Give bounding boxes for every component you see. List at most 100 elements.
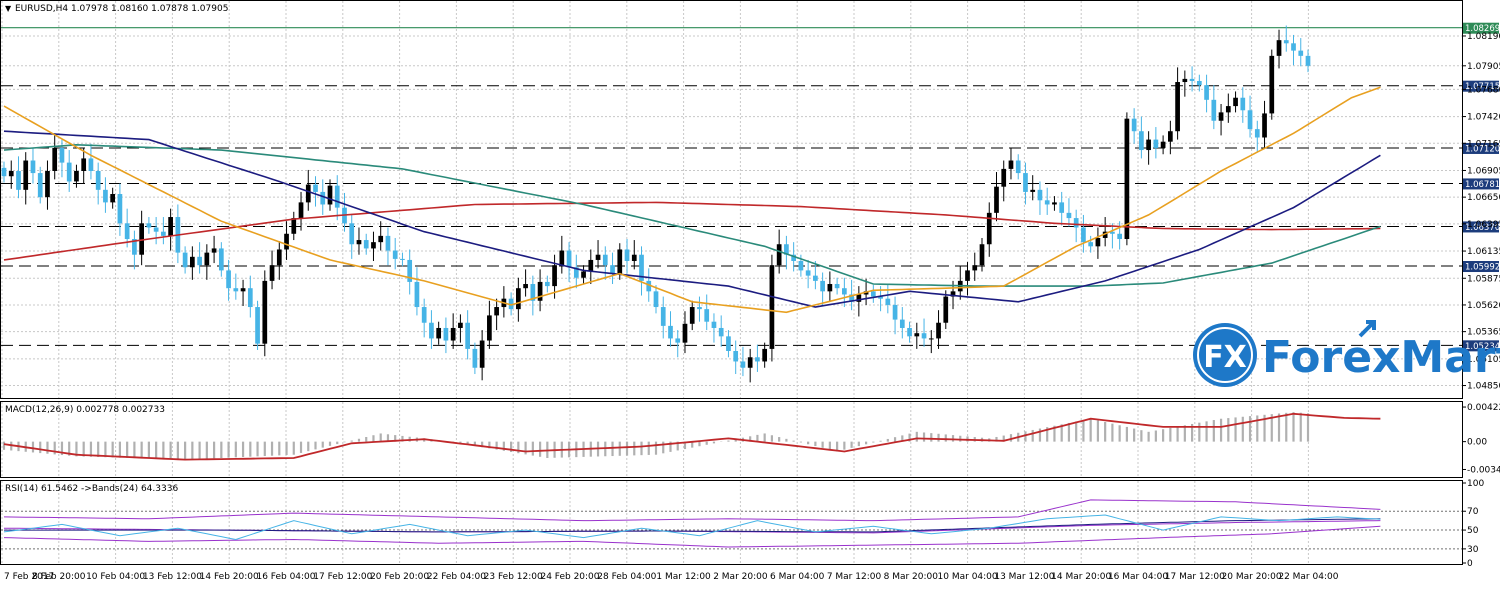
candle-body bbox=[1262, 113, 1267, 138]
candle-body bbox=[371, 242, 376, 249]
candle-body bbox=[320, 191, 326, 205]
candle-body bbox=[1269, 55, 1275, 114]
candle-body bbox=[813, 275, 818, 281]
candle-body bbox=[762, 348, 768, 362]
candle-body bbox=[110, 194, 116, 203]
candle-body bbox=[733, 350, 739, 362]
candle-body bbox=[849, 294, 854, 302]
level-label-box bbox=[1463, 340, 1499, 352]
x-tick-label: 14 Feb 20:00 bbox=[200, 572, 259, 582]
price-tick-label: 1.06135 bbox=[1467, 247, 1500, 257]
candle-body bbox=[566, 250, 572, 268]
rsi-upper-band bbox=[3, 499, 1381, 522]
candle-body bbox=[226, 270, 231, 289]
level-label: 1.07715 bbox=[1465, 82, 1500, 92]
x-tick-label: 28 Feb 04:00 bbox=[597, 572, 656, 582]
candle-body bbox=[950, 291, 956, 297]
candle-body bbox=[1015, 160, 1021, 174]
candle-body bbox=[660, 307, 666, 326]
candle-body bbox=[1153, 139, 1159, 148]
candle-body bbox=[769, 265, 775, 349]
candle-body bbox=[139, 223, 144, 255]
candle-body bbox=[870, 291, 876, 297]
candle-body bbox=[682, 323, 688, 343]
x-tick-label: 10 Feb 04:00 bbox=[86, 572, 145, 582]
price-tick-label: 1.06395 bbox=[1467, 220, 1500, 230]
sma-orange-line bbox=[3, 86, 1381, 314]
level-label-box bbox=[1463, 80, 1499, 92]
candle-body bbox=[972, 265, 978, 271]
candle-body bbox=[392, 250, 398, 259]
candle-body bbox=[617, 249, 623, 274]
x-tick-label: 17 Feb 12:00 bbox=[313, 572, 372, 582]
candle-body bbox=[885, 298, 891, 305]
candle-body bbox=[581, 271, 586, 278]
candle-body bbox=[429, 322, 434, 339]
candle-body bbox=[631, 254, 637, 261]
candle-body bbox=[675, 338, 681, 343]
candle-body bbox=[81, 158, 87, 171]
candle-body bbox=[1102, 231, 1108, 238]
forexmart-logo-text: ForexMart bbox=[1262, 332, 1500, 383]
x-tick-label: 20 Feb 20:00 bbox=[370, 572, 429, 582]
candle-body bbox=[1211, 99, 1217, 121]
candle-body bbox=[697, 307, 702, 310]
grid-layer bbox=[1, 1, 1462, 564]
candle-body bbox=[132, 239, 137, 255]
candle-body bbox=[1037, 189, 1043, 201]
candle-body bbox=[153, 227, 159, 232]
candle-body bbox=[595, 254, 601, 260]
candle-body bbox=[363, 240, 369, 249]
candle-body bbox=[146, 223, 152, 228]
candle-body bbox=[936, 322, 941, 339]
candle-body bbox=[421, 307, 427, 323]
candle-body bbox=[740, 361, 746, 368]
candle-body bbox=[117, 194, 123, 224]
candle-body bbox=[494, 307, 499, 316]
candle-body bbox=[1, 167, 7, 177]
moving-averages-layer bbox=[3, 86, 1381, 314]
candle-body bbox=[907, 327, 912, 337]
candle-body bbox=[1204, 85, 1209, 100]
x-tick-label: 6 Mar 04:00 bbox=[770, 572, 825, 582]
candle-body bbox=[385, 235, 391, 251]
rsi-tick-label: 100 bbox=[1467, 479, 1484, 489]
candle-body bbox=[30, 160, 36, 174]
candle-body bbox=[878, 296, 883, 299]
candle-body bbox=[37, 173, 43, 198]
macd-tick-label: 0.004228 bbox=[1467, 403, 1500, 413]
candle-body bbox=[218, 248, 224, 271]
candle-body bbox=[407, 259, 413, 282]
candles-layer bbox=[1, 25, 1311, 383]
macd-layer bbox=[2, 412, 1381, 461]
candle-body bbox=[784, 244, 789, 255]
candle-body bbox=[349, 223, 355, 245]
candle-body bbox=[1283, 40, 1289, 44]
candle-body bbox=[1189, 78, 1195, 81]
candle-body bbox=[269, 265, 275, 281]
candle-body bbox=[1081, 227, 1086, 243]
x-tick-label: 22 Feb 04:00 bbox=[427, 572, 486, 582]
forexmart-logo-letters: FX bbox=[1203, 340, 1247, 375]
rsi-ma-line bbox=[4, 518, 1381, 533]
level-label: 1.05234 bbox=[1465, 342, 1500, 352]
forexmart-logo-arrow bbox=[1358, 320, 1376, 338]
candle-body bbox=[1160, 141, 1166, 148]
price-tick-label: 1.07420 bbox=[1467, 113, 1500, 123]
candle-body bbox=[74, 170, 79, 182]
candle-body bbox=[1073, 218, 1079, 228]
candle-body bbox=[124, 223, 130, 240]
candle-body bbox=[986, 212, 992, 245]
level-label: 1.08269 bbox=[1465, 24, 1500, 34]
candle-body bbox=[334, 185, 340, 208]
candle-body bbox=[573, 267, 579, 278]
x-tick-label: 10 Mar 04:00 bbox=[938, 572, 998, 582]
candle-body bbox=[190, 256, 195, 268]
candle-body bbox=[1008, 160, 1014, 169]
price-tick-label: 1.05875 bbox=[1467, 274, 1500, 284]
price-tick-label: 1.05365 bbox=[1467, 328, 1500, 338]
candle-body bbox=[530, 284, 536, 301]
candle-body bbox=[378, 235, 384, 243]
candle-body bbox=[718, 327, 724, 337]
x-tick-label: 16 Mar 04:00 bbox=[1108, 572, 1168, 582]
